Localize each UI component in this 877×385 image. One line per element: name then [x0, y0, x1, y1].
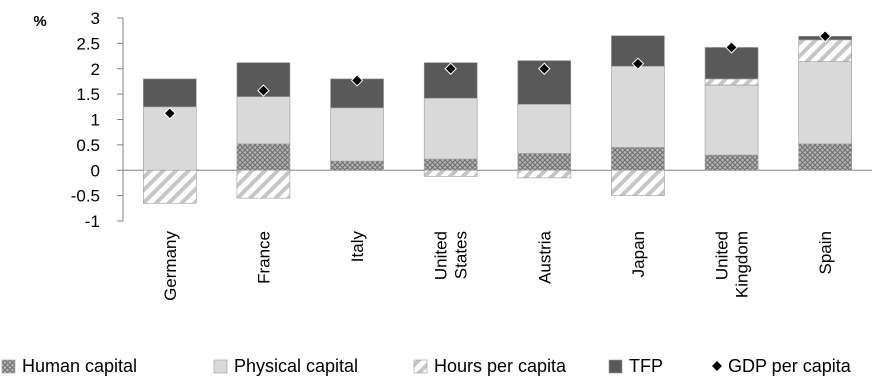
- x-category-label-line: Japan: [629, 231, 648, 277]
- bar-segment-physical-capital: [798, 61, 852, 145]
- bar-segment-physical-capital: [704, 84, 759, 156]
- bar-segment-human-capital: [704, 154, 759, 171]
- gdp-per-capita-marker: [163, 107, 177, 120]
- bar-segment-human-capital: [330, 160, 384, 171]
- chart-legend: Human capital Physical capital Hours per c…: [1, 356, 852, 376]
- x-category-label: Spain: [816, 231, 835, 274]
- y-tick-label: 1: [91, 111, 100, 130]
- gdp-per-capita-marker: [631, 57, 645, 70]
- legend-label: Hours per capita: [434, 356, 567, 376]
- x-category-label-line: Spain: [816, 231, 835, 274]
- x-category-label-line: Austria: [535, 230, 554, 283]
- y-tick-label: 2: [91, 60, 100, 79]
- legend-swatch-human-capital: [1, 359, 16, 374]
- bar-segment-physical-capital: [517, 103, 572, 154]
- x-category-label: Italy: [348, 231, 367, 263]
- legend-swatch-gdp-per-capita-diamond-icon: [712, 361, 722, 371]
- bar-segment-hours-per-capita: [798, 39, 852, 62]
- legend-label: TFP: [629, 356, 663, 376]
- y-tick-label: -1: [85, 212, 100, 231]
- legend-swatch-physical-capital: [213, 359, 228, 374]
- bar-segment-hours-per-capita: [611, 169, 665, 196]
- bar-segment-tfp: [423, 62, 478, 99]
- bar-segment-human-capital: [236, 143, 291, 171]
- bar-segment-tfp: [143, 78, 197, 108]
- gdp-per-capita-marker: [257, 84, 270, 97]
- bar-segment-physical-capital: [330, 107, 384, 162]
- bar-segment-human-capital: [798, 143, 852, 171]
- gdp-per-capita-marker: [818, 30, 832, 43]
- x-category-label-line: Italy: [348, 231, 367, 263]
- bar-segment-hours-per-capita: [423, 169, 478, 177]
- bar-segment-physical-capital: [236, 96, 291, 145]
- gdp-per-capita-marker: [725, 41, 738, 54]
- x-category-label: Germany: [161, 231, 180, 301]
- chart-axes: 3 2.5 2 1.5 1 0.5 0 -0.5 -1% Germany France Italy Un…: [33, 9, 872, 301]
- y-tick-label: 1.5: [76, 85, 100, 104]
- bar-segment-hours-per-capita: [517, 169, 572, 179]
- x-category-label-line: United: [432, 231, 451, 280]
- y-tick-label: 0.5: [76, 136, 100, 155]
- x-category-label: Austria: [535, 230, 554, 283]
- bar-segment-human-capital: [423, 158, 478, 171]
- x-category-label: United States: [432, 231, 471, 280]
- x-category-label-line: France: [254, 231, 273, 284]
- gdp-per-capita-marker: [444, 62, 457, 75]
- x-category-label: Japan: [629, 231, 648, 277]
- chart-markers: [163, 30, 832, 120]
- legend-swatch-hours-per-capita: [413, 359, 428, 374]
- x-category-label: France: [254, 231, 273, 284]
- bar-segment-physical-capital: [611, 65, 665, 148]
- gdp-per-capita-marker: [350, 74, 364, 87]
- chart-bars: [143, 35, 852, 204]
- bar-segment-hours-per-capita: [704, 78, 759, 86]
- y-tick-label: 3: [91, 9, 100, 28]
- y-unit-label: %: [33, 13, 46, 30]
- bar-segment-hours-per-capita: [143, 169, 197, 204]
- bar-segment-hours-per-capita: [236, 169, 291, 199]
- legend-label: GDP per capita: [728, 356, 852, 376]
- x-category-label-line: States: [452, 231, 471, 279]
- bar-segment-human-capital: [517, 153, 572, 171]
- y-tick-label: -0.5: [71, 187, 100, 206]
- legend-label: Human capital: [22, 356, 137, 376]
- bar-segment-physical-capital: [423, 97, 478, 160]
- x-category-label-line: Kingdom: [733, 231, 752, 298]
- legend-swatch-tfp: [608, 359, 623, 374]
- gdp-per-capita-marker: [538, 62, 551, 75]
- x-category-label: United Kingdom: [713, 231, 752, 298]
- legend-label: Physical capital: [234, 356, 358, 376]
- y-tick-label: 0: [91, 161, 100, 180]
- x-category-label-line: Germany: [161, 231, 180, 301]
- bar-segment-human-capital: [611, 147, 665, 171]
- y-tick-label: 2.5: [76, 34, 100, 53]
- x-category-label-line: United: [713, 231, 732, 280]
